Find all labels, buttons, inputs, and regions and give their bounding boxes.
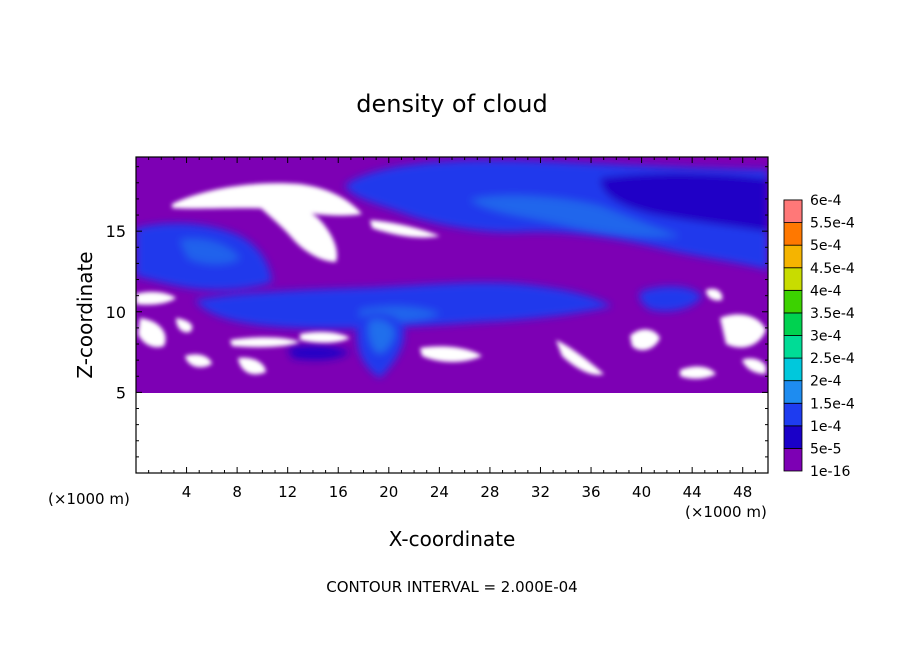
colorbar-cell — [783, 380, 803, 404]
colorbar: 1e-16 5e-5 1e-4 1.5e-4 2e-4 2.5e-4 3e-4 3.5e-4 4… — [783, 193, 855, 480]
x-axis: 4 8 12 16 20 24 28 32 36 40 44 48 — [135, 157, 769, 501]
x-tick-label: 12 — [278, 483, 297, 501]
colorbar-cell-top — [783, 199, 803, 223]
colorbar-cell — [783, 312, 803, 336]
y-tick-label: 5 — [116, 383, 126, 402]
x-axis-unit-left: (×1000 m) — [48, 490, 130, 508]
colorbar-cell — [783, 222, 803, 246]
y-axis: 5 10 15 — [106, 166, 768, 458]
colorbar-label: 1e-16 — [810, 464, 850, 480]
colorbar-label: 3.5e-4 — [810, 306, 855, 322]
colorbar-cell — [783, 289, 803, 314]
no-cloud-holes — [136, 183, 766, 379]
colorbar-label: 6e-4 — [810, 193, 842, 209]
upper-band-light — [470, 195, 680, 238]
chart-title: density of cloud — [356, 90, 547, 118]
contour-interval-note: CONTOUR INTERVAL = 2.000E-04 — [326, 578, 577, 596]
colorbar-label: 1.5e-4 — [810, 396, 855, 412]
x-tick-label: 24 — [430, 483, 449, 501]
lower-patch — [288, 345, 350, 360]
colorbar-label: 4.5e-4 — [810, 261, 855, 277]
upper-band-core — [600, 172, 768, 232]
middle-band — [195, 282, 612, 329]
x-tick-label: 4 — [182, 483, 192, 501]
cloud-density-field — [136, 157, 768, 393]
x-tick-label: 44 — [683, 483, 702, 501]
colorbar-cell — [783, 357, 803, 382]
x-tick-label: 20 — [379, 483, 398, 501]
x-tick-label: 40 — [632, 483, 651, 501]
convective-core — [368, 319, 395, 354]
colorbar-cell — [783, 448, 803, 472]
colorbar-cell — [783, 267, 803, 291]
left-mass-light — [180, 238, 240, 264]
colorbar-label: 2e-4 — [810, 374, 842, 390]
x-axis-label: X-coordinate — [389, 527, 516, 551]
colorbar-cell — [783, 425, 803, 449]
colorbar-label: 1e-4 — [810, 419, 842, 435]
colorbar-label: 5e-5 — [810, 441, 841, 457]
colorbar-cell — [783, 335, 803, 359]
colorbar-label: 3e-4 — [810, 329, 842, 345]
x-tick-label: 16 — [329, 483, 348, 501]
colorbar-label: 5e-4 — [810, 238, 842, 254]
colorbar-cell — [783, 244, 803, 269]
x-tick-label: 28 — [480, 483, 499, 501]
x-tick-label: 36 — [581, 483, 600, 501]
x-tick-label: 32 — [531, 483, 550, 501]
y-axis-label: Z-coordinate — [73, 251, 97, 378]
y-tick-label: 15 — [106, 222, 126, 241]
x-tick-label: 48 — [733, 483, 752, 501]
x-tick-label: 8 — [232, 483, 242, 501]
colorbar-cell — [783, 402, 803, 427]
x-axis-unit-right: (×1000 m) — [685, 503, 767, 521]
right-blob — [639, 286, 702, 312]
colorbar-label: 4e-4 — [810, 283, 842, 299]
colorbar-label: 5.5e-4 — [810, 216, 855, 232]
y-tick-label: 10 — [106, 303, 126, 322]
colorbar-label: 2.5e-4 — [810, 351, 855, 367]
